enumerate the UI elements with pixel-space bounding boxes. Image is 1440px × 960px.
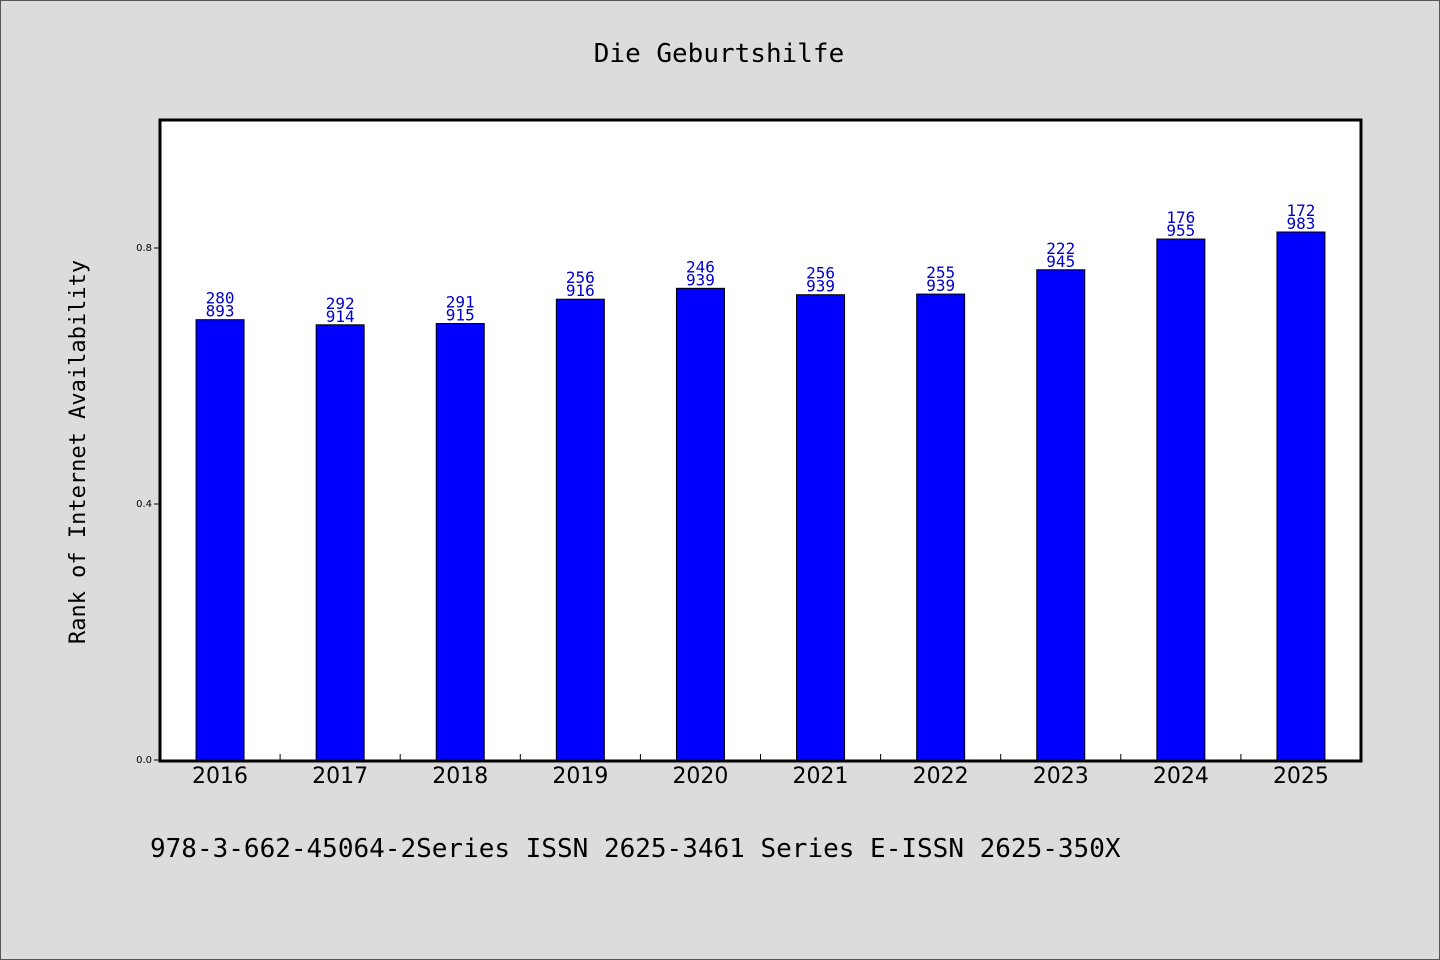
x-tick-label: 2024 — [1153, 764, 1209, 789]
bar-data-label: 176 — [1166, 208, 1195, 227]
bar-2023 — [1036, 269, 1086, 761]
bar-data-label: 983 — [1286, 214, 1315, 233]
bar-2024 — [1156, 238, 1206, 761]
y-axis-label: Rank of Internet Availability — [66, 260, 91, 644]
bar-data-label: 945 — [1046, 252, 1075, 271]
bar-data-label: 246 — [686, 257, 715, 276]
bar-data-label: 893 — [206, 302, 235, 321]
bar-data-label: 222 — [1046, 239, 1075, 258]
bar-2019 — [555, 298, 605, 761]
x-tick-label: 2020 — [672, 764, 728, 789]
bar-data-label: 280 — [206, 289, 235, 308]
bar-2016 — [195, 319, 245, 761]
x-tick-label: 2019 — [552, 764, 608, 789]
bar-data-label: 939 — [926, 276, 955, 295]
x-tick-label: 2023 — [1033, 764, 1089, 789]
x-tick-label: 2021 — [793, 764, 849, 789]
bar-data-label: 955 — [1166, 221, 1195, 240]
bar-data-label: 291 — [446, 293, 475, 312]
bar-2025 — [1276, 231, 1326, 761]
y-tick-label: 0.0 — [136, 755, 152, 766]
bar-data-label: 256 — [566, 268, 595, 287]
bar-data-label: 292 — [326, 294, 355, 313]
x-tick-label: 2016 — [192, 764, 248, 789]
x-tick-label: 2022 — [913, 764, 969, 789]
bar-data-label: 916 — [566, 281, 595, 300]
bar-2021 — [796, 294, 846, 761]
bar-2018 — [435, 323, 485, 761]
footer-text: 978-3-662-45064-2Series ISSN 2625-3461 S… — [150, 834, 1121, 864]
bar-data-label: 915 — [446, 306, 475, 325]
x-tick-label: 2025 — [1273, 764, 1329, 789]
bar-data-label: 914 — [326, 307, 355, 326]
chart-title: Die Geburtshilfe — [594, 39, 844, 69]
bar-data-label: 939 — [686, 270, 715, 289]
bar-2020 — [675, 287, 725, 761]
bar-data-label: 939 — [806, 277, 835, 296]
y-tick-label: 0.8 — [136, 243, 152, 254]
bar-data-label: 172 — [1286, 201, 1315, 220]
y-tick-label: 0.4 — [136, 499, 152, 510]
bar-data-label: 255 — [926, 263, 955, 282]
bar-data-label: 256 — [806, 264, 835, 283]
bar-2017 — [315, 324, 365, 761]
x-tick-label: 2018 — [432, 764, 488, 789]
x-tick-label: 2017 — [312, 764, 368, 789]
bar-2022 — [916, 293, 966, 761]
